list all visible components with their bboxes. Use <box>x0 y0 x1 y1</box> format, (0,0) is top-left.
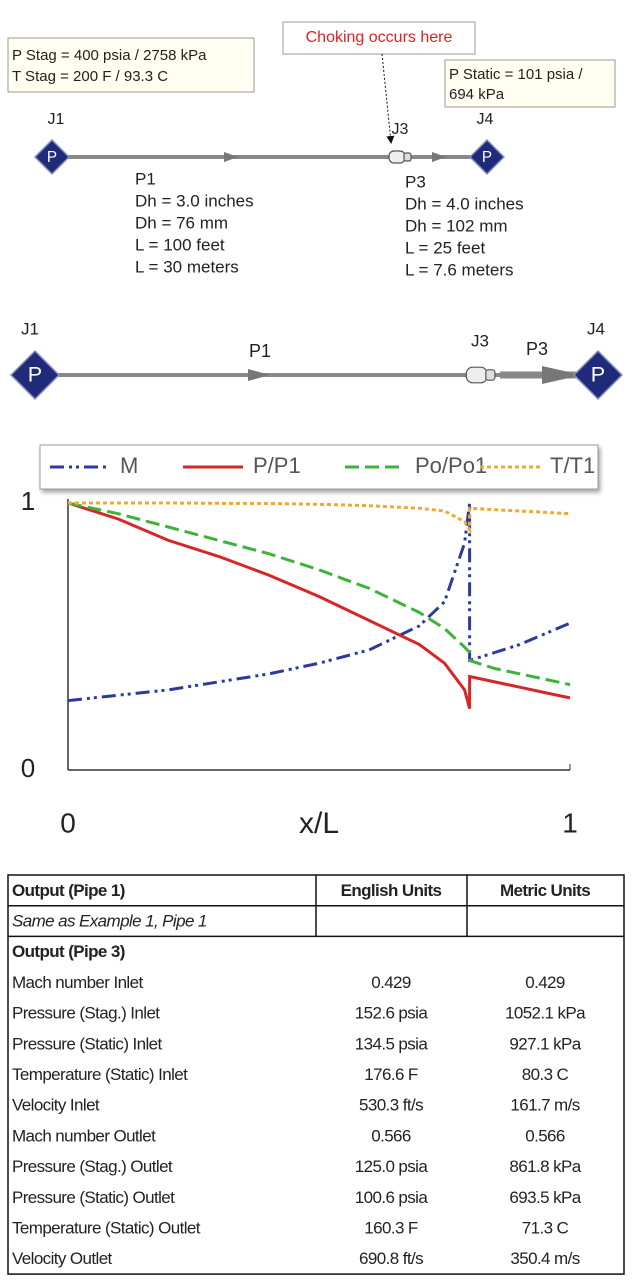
label: J1 <box>48 111 65 128</box>
label: Pressure (Static) Outlet <box>12 1188 175 1207</box>
label: 694 kPa <box>449 86 505 103</box>
label: T/T1 <box>550 453 595 478</box>
label: Dh = 76 mm <box>135 213 228 232</box>
label: 0 <box>21 753 35 783</box>
label: P <box>591 362 605 387</box>
flow-arrow <box>224 152 238 162</box>
note-box <box>7 37 255 93</box>
label: Velocity Outlet <box>12 1249 113 1268</box>
series-line <box>68 501 571 535</box>
nozzle <box>388 150 406 164</box>
label: 0 <box>60 807 76 838</box>
flow-arrow <box>432 152 446 162</box>
label: L = 25 feet <box>405 238 485 257</box>
series-line <box>67 502 571 703</box>
flow-arrow <box>542 366 582 384</box>
label: 160.3 F <box>364 1219 418 1238</box>
callout-box <box>282 21 476 55</box>
label: x/L <box>299 807 339 840</box>
label: Temperature (Static) Outlet <box>12 1219 201 1238</box>
junction <box>9 349 61 401</box>
label: L = 30 meters <box>135 257 239 276</box>
label: 350.4 m/s <box>510 1249 579 1268</box>
label: L = 100 feet <box>135 235 225 254</box>
label: P <box>28 362 42 387</box>
label: English Units <box>341 881 442 900</box>
label: P1 <box>249 341 271 361</box>
label: 0.566 <box>371 1126 411 1145</box>
label: P <box>482 149 492 166</box>
label: Dh = 4.0 inches <box>405 194 524 213</box>
label: Dh = 102 mm <box>405 216 508 235</box>
series-line <box>67 501 571 687</box>
nozzle-tip <box>485 369 496 381</box>
label: Mach number Inlet <box>12 973 143 992</box>
label: Same as Example 1, Pipe 1 <box>12 912 207 931</box>
label: P <box>47 149 57 166</box>
label: 1 <box>21 486 35 516</box>
junction <box>572 349 624 401</box>
label: P3 <box>405 172 426 191</box>
label: M <box>120 453 138 478</box>
label: J4 <box>587 319 605 338</box>
label: T Stag = 200 F / 93.3 C <box>12 68 168 85</box>
nozzle-tip <box>403 152 412 162</box>
label: J4 <box>477 111 494 128</box>
label: P Static = 101 psia / <box>449 66 583 83</box>
label: 176.6 F <box>364 1065 418 1084</box>
label: 100.6 psia <box>355 1188 429 1207</box>
note-box <box>444 59 616 108</box>
label: J3 <box>392 121 409 138</box>
label: 861.8 kPa <box>509 1157 581 1176</box>
label: 693.5 kPa <box>509 1188 581 1207</box>
label: L = 7.6 meters <box>405 260 514 279</box>
label: 80.3 C <box>522 1065 569 1084</box>
label: 71.3 C <box>522 1219 569 1238</box>
label: Output (Pipe 1) <box>12 881 125 900</box>
label: Choking occurs here <box>306 29 453 46</box>
label: 530.3 ft/s <box>359 1096 423 1115</box>
label: Velocity Inlet <box>12 1096 100 1115</box>
label: J1 <box>21 319 39 338</box>
nozzle <box>465 366 488 384</box>
label: Pressure (Stag.) Inlet <box>12 1004 160 1023</box>
label: Pressure (Stag.) Outlet <box>12 1157 173 1176</box>
label: P3 <box>526 339 548 359</box>
callout-pointer <box>381 53 395 144</box>
label: 927.1 kPa <box>509 1034 581 1053</box>
label: Mach number Outlet <box>12 1126 156 1145</box>
label: 134.5 psia <box>355 1034 429 1053</box>
label: 0.429 <box>525 973 565 992</box>
label: 690.8 ft/s <box>359 1249 423 1268</box>
label: Temperature (Static) Inlet <box>12 1065 188 1084</box>
label: 1052.1 kPa <box>505 1004 586 1023</box>
label: Po/Po1 <box>415 453 487 478</box>
flow-arrow <box>248 369 270 381</box>
label: 152.6 psia <box>355 1004 429 1023</box>
label: 1 <box>562 807 578 838</box>
label: Pressure (Static) Inlet <box>12 1034 163 1053</box>
label: Output (Pipe 3) <box>12 942 125 961</box>
junction <box>33 138 71 176</box>
label: 161.7 m/s <box>510 1096 579 1115</box>
label: 0.429 <box>371 973 411 992</box>
junction <box>468 138 506 176</box>
label: 125.0 psia <box>355 1157 429 1176</box>
label: P1 <box>135 169 156 188</box>
label: Metric Units <box>500 881 590 900</box>
label: Dh = 3.0 inches <box>135 191 254 210</box>
series-line <box>67 501 571 709</box>
label: 0.566 <box>525 1126 565 1145</box>
label: J3 <box>471 331 489 350</box>
label: P Stag = 400 psia / 2758 kPa <box>12 47 207 64</box>
label: P/P1 <box>253 453 301 478</box>
